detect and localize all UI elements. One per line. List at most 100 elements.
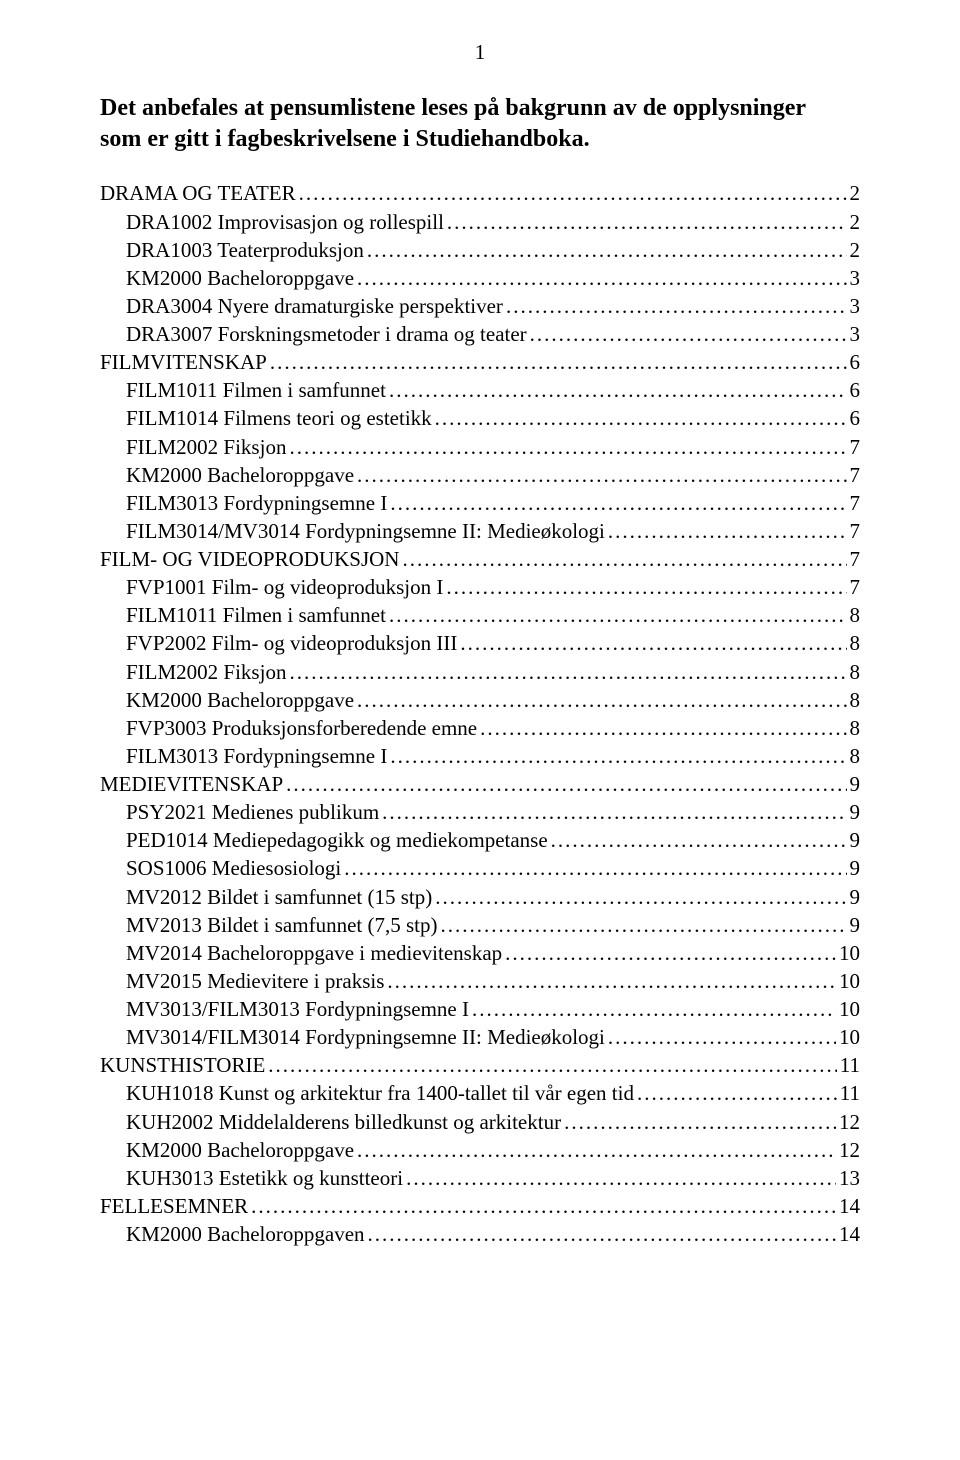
toc-entry-label: FILM- OG VIDEOPRODUKSJON [100, 545, 399, 573]
toc-entry-label: PSY2021 Medienes publikum [100, 798, 379, 826]
toc-leader-dots: ........................................… [446, 573, 846, 601]
toc-leader-dots: ........................................… [564, 1108, 836, 1136]
toc-entry-label: KM2000 Bacheloroppgaven [100, 1220, 365, 1248]
toc-entry-label: DRA1003 Teaterproduksjon [100, 236, 364, 264]
toc-entry: KUH2002 Middelalderens billedkunst og ar… [100, 1108, 860, 1136]
toc-entry-label: KUH1018 Kunst og arkitektur fra 1400-tal… [100, 1079, 634, 1107]
toc-entry-page: 6 [850, 404, 861, 432]
toc-entry: FVP1001 Film- og videoproduksjon I......… [100, 573, 860, 601]
toc-leader-dots: ........................................… [608, 517, 847, 545]
toc-leader-dots: ........................................… [440, 911, 846, 939]
toc-leader-dots: ........................................… [480, 714, 846, 742]
toc-entry-label: MV3014/FILM3014 Fordypningsemne II: Medi… [100, 1023, 605, 1051]
toc-entry-page: 6 [850, 348, 861, 376]
toc-entry: MV2012 Bildet i samfunnet (15 stp)......… [100, 883, 860, 911]
toc-entry-label: SOS1006 Mediesosiologi [100, 854, 341, 882]
toc-entry-label: FVP1001 Film- og videoproduksjon I [100, 573, 443, 601]
toc-entry-page: 10 [839, 1023, 860, 1051]
table-of-contents: DRAMA OG TEATER.........................… [100, 179, 860, 1248]
toc-entry-page: 9 [850, 854, 861, 882]
toc-leader-dots: ........................................… [406, 1164, 836, 1192]
toc-leader-dots: ........................................… [357, 1136, 836, 1164]
toc-entry-label: DRA3007 Forskningsmetoder i drama og tea… [100, 320, 527, 348]
toc-entry-label: KM2000 Bacheloroppgave [100, 461, 354, 489]
toc-leader-dots: ........................................… [270, 348, 847, 376]
toc-entry-label: MV2015 Medievitere i praksis [100, 967, 384, 995]
toc-entry-page: 9 [850, 911, 861, 939]
toc-leader-dots: ........................................… [368, 1220, 836, 1248]
toc-entry-page: 12 [839, 1136, 860, 1164]
toc-entry-page: 9 [850, 798, 861, 826]
toc-entry: FVP2002 Film- og videoproduksjon III....… [100, 629, 860, 657]
toc-leader-dots: ........................................… [608, 1023, 836, 1051]
toc-entry-label: FILM3013 Fordypningsemne I [100, 742, 387, 770]
toc-entry-page: 8 [850, 686, 861, 714]
toc-entry: KUNSTHISTORIE...........................… [100, 1051, 860, 1079]
toc-leader-dots: ........................................… [289, 658, 846, 686]
toc-entry-label: MV2012 Bildet i samfunnet (15 stp) [100, 883, 432, 911]
toc-entry-label: KUH3013 Estetikk og kunstteori [100, 1164, 403, 1192]
toc-leader-dots: ........................................… [344, 854, 846, 882]
toc-leader-dots: ........................................… [460, 629, 846, 657]
toc-leader-dots: ........................................… [299, 179, 847, 207]
toc-entry: MV2013 Bildet i samfunnet (7,5 stp).....… [100, 911, 860, 939]
toc-entry-page: 2 [850, 236, 861, 264]
toc-leader-dots: ........................................… [389, 376, 847, 404]
toc-entry-page: 8 [850, 742, 861, 770]
toc-entry: DRA1003 Teaterproduksjon................… [100, 236, 860, 264]
toc-entry: KUH3013 Estetikk og kunstteori..........… [100, 1164, 860, 1192]
toc-entry-page: 7 [850, 461, 861, 489]
toc-entry-label: FILMVITENSKAP [100, 348, 267, 376]
toc-entry-page: 14 [839, 1220, 860, 1248]
toc-entry: KUH1018 Kunst og arkitektur fra 1400-tal… [100, 1079, 860, 1107]
toc-entry-page: 11 [840, 1079, 860, 1107]
toc-leader-dots: ........................................… [435, 883, 846, 911]
toc-entry: FILM1011 Filmen i samfunnet.............… [100, 601, 860, 629]
toc-leader-dots: ........................................… [382, 798, 846, 826]
toc-entry: FILM2002 Fiksjon........................… [100, 658, 860, 686]
toc-entry-label: FILM2002 Fiksjon [100, 658, 286, 686]
toc-entry-label: KM2000 Bacheloroppgave [100, 686, 354, 714]
toc-leader-dots: ........................................… [251, 1192, 836, 1220]
toc-entry-page: 8 [850, 658, 861, 686]
toc-leader-dots: ........................................… [289, 433, 846, 461]
toc-entry-page: 14 [839, 1192, 860, 1220]
toc-leader-dots: ........................................… [367, 236, 847, 264]
page-number: 1 [100, 40, 860, 65]
document-page: 1 Det anbefales at pensumlistene leses p… [0, 0, 960, 1308]
toc-entry-label: FILM1011 Filmen i samfunnet [100, 601, 386, 629]
toc-leader-dots: ........................................… [472, 995, 836, 1023]
toc-entry-page: 7 [850, 573, 861, 601]
toc-entry: PSY2021 Medienes publikum...............… [100, 798, 860, 826]
toc-entry: FELLESEMNER.............................… [100, 1192, 860, 1220]
toc-entry: FILM1014 Filmens teori og estetikk......… [100, 404, 860, 432]
toc-leader-dots: ........................................… [637, 1079, 837, 1107]
toc-entry: DRA3004 Nyere dramaturgiske perspektiver… [100, 292, 860, 320]
toc-entry: MV3014/FILM3014 Fordypningsemne II: Medi… [100, 1023, 860, 1051]
toc-leader-dots: ........................................… [435, 404, 847, 432]
toc-entry-page: 2 [850, 179, 861, 207]
toc-entry-label: DRAMA OG TEATER [100, 179, 296, 207]
toc-leader-dots: ........................................… [357, 686, 846, 714]
toc-entry: FILM3013 Fordypningsemne I..............… [100, 489, 860, 517]
toc-entry: KM2000 Bacheloroppgaven.................… [100, 1220, 860, 1248]
toc-leader-dots: ........................................… [286, 770, 846, 798]
toc-entry-page: 3 [850, 264, 861, 292]
toc-entry: FILM3013 Fordypningsemne I..............… [100, 742, 860, 770]
toc-entry-label: FVP2002 Film- og videoproduksjon III [100, 629, 457, 657]
toc-entry-page: 12 [839, 1108, 860, 1136]
toc-entry: FILMVITENSKAP...........................… [100, 348, 860, 376]
toc-entry: KM2000 Bacheloroppgave..................… [100, 686, 860, 714]
toc-entry: MV3013/FILM3013 Fordypningsemne I.......… [100, 995, 860, 1023]
toc-leader-dots: ........................................… [357, 264, 846, 292]
toc-entry-label: FILM3013 Fordypningsemne I [100, 489, 387, 517]
toc-entry: FILM2002 Fiksjon........................… [100, 433, 860, 461]
toc-leader-dots: ........................................… [506, 292, 847, 320]
toc-entry-page: 3 [850, 292, 861, 320]
toc-entry-label: MV3013/FILM3013 Fordypningsemne I [100, 995, 469, 1023]
toc-leader-dots: ........................................… [505, 939, 836, 967]
toc-entry-page: 6 [850, 376, 861, 404]
toc-entry-label: FILM1014 Filmens teori og estetikk [100, 404, 432, 432]
toc-entry-page: 3 [850, 320, 861, 348]
toc-entry-label: MV2014 Bacheloroppgave i medievitenskap [100, 939, 502, 967]
